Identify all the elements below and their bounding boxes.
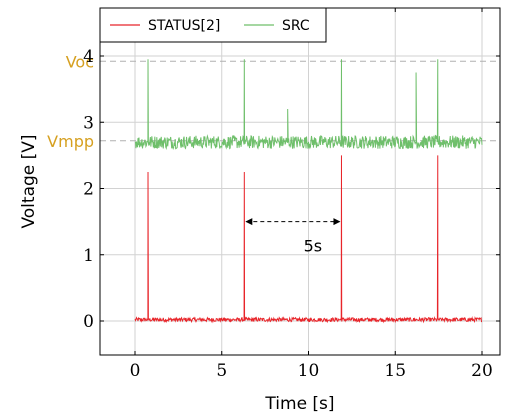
x-tick-label: 0 bbox=[130, 361, 141, 381]
grid bbox=[100, 8, 500, 355]
y-tick-label: 3 bbox=[83, 113, 94, 133]
y-tick-label: 2 bbox=[83, 180, 94, 200]
series-line-0 bbox=[134, 155, 483, 324]
x-tick-label: 15 bbox=[384, 361, 406, 381]
x-tick-label: 20 bbox=[471, 361, 493, 381]
reference-lines: Voc Vmpp bbox=[47, 52, 500, 151]
annotation-arrowhead-right bbox=[333, 218, 341, 226]
y-tick-label: 4 bbox=[83, 47, 94, 67]
annotation-arrowhead-left bbox=[245, 218, 253, 226]
legend: STATUS[2] SRC bbox=[99, 7, 327, 43]
x-tick-label: 10 bbox=[298, 361, 320, 381]
annotation-label: 5s bbox=[304, 237, 323, 256]
legend-label-status: STATUS[2] bbox=[148, 18, 220, 34]
reference-label-1: Vmpp bbox=[47, 132, 94, 151]
legend-label-src: SRC bbox=[282, 18, 310, 34]
y-axis-label: Voltage [V] bbox=[19, 134, 39, 228]
series-layer bbox=[134, 59, 483, 324]
ticks: 0 5 10 15 20 0 1 2 3 4 bbox=[83, 8, 500, 381]
x-tick-label: 5 bbox=[216, 361, 227, 381]
series-line-1 bbox=[134, 59, 483, 150]
y-tick-label: 1 bbox=[83, 246, 94, 266]
x-axis-label: Time [s] bbox=[264, 394, 334, 414]
annotation: 5s bbox=[245, 218, 341, 256]
y-tick-label: 0 bbox=[83, 312, 94, 332]
reference-label-0: Voc bbox=[66, 52, 94, 71]
plot-frame bbox=[99, 7, 501, 356]
